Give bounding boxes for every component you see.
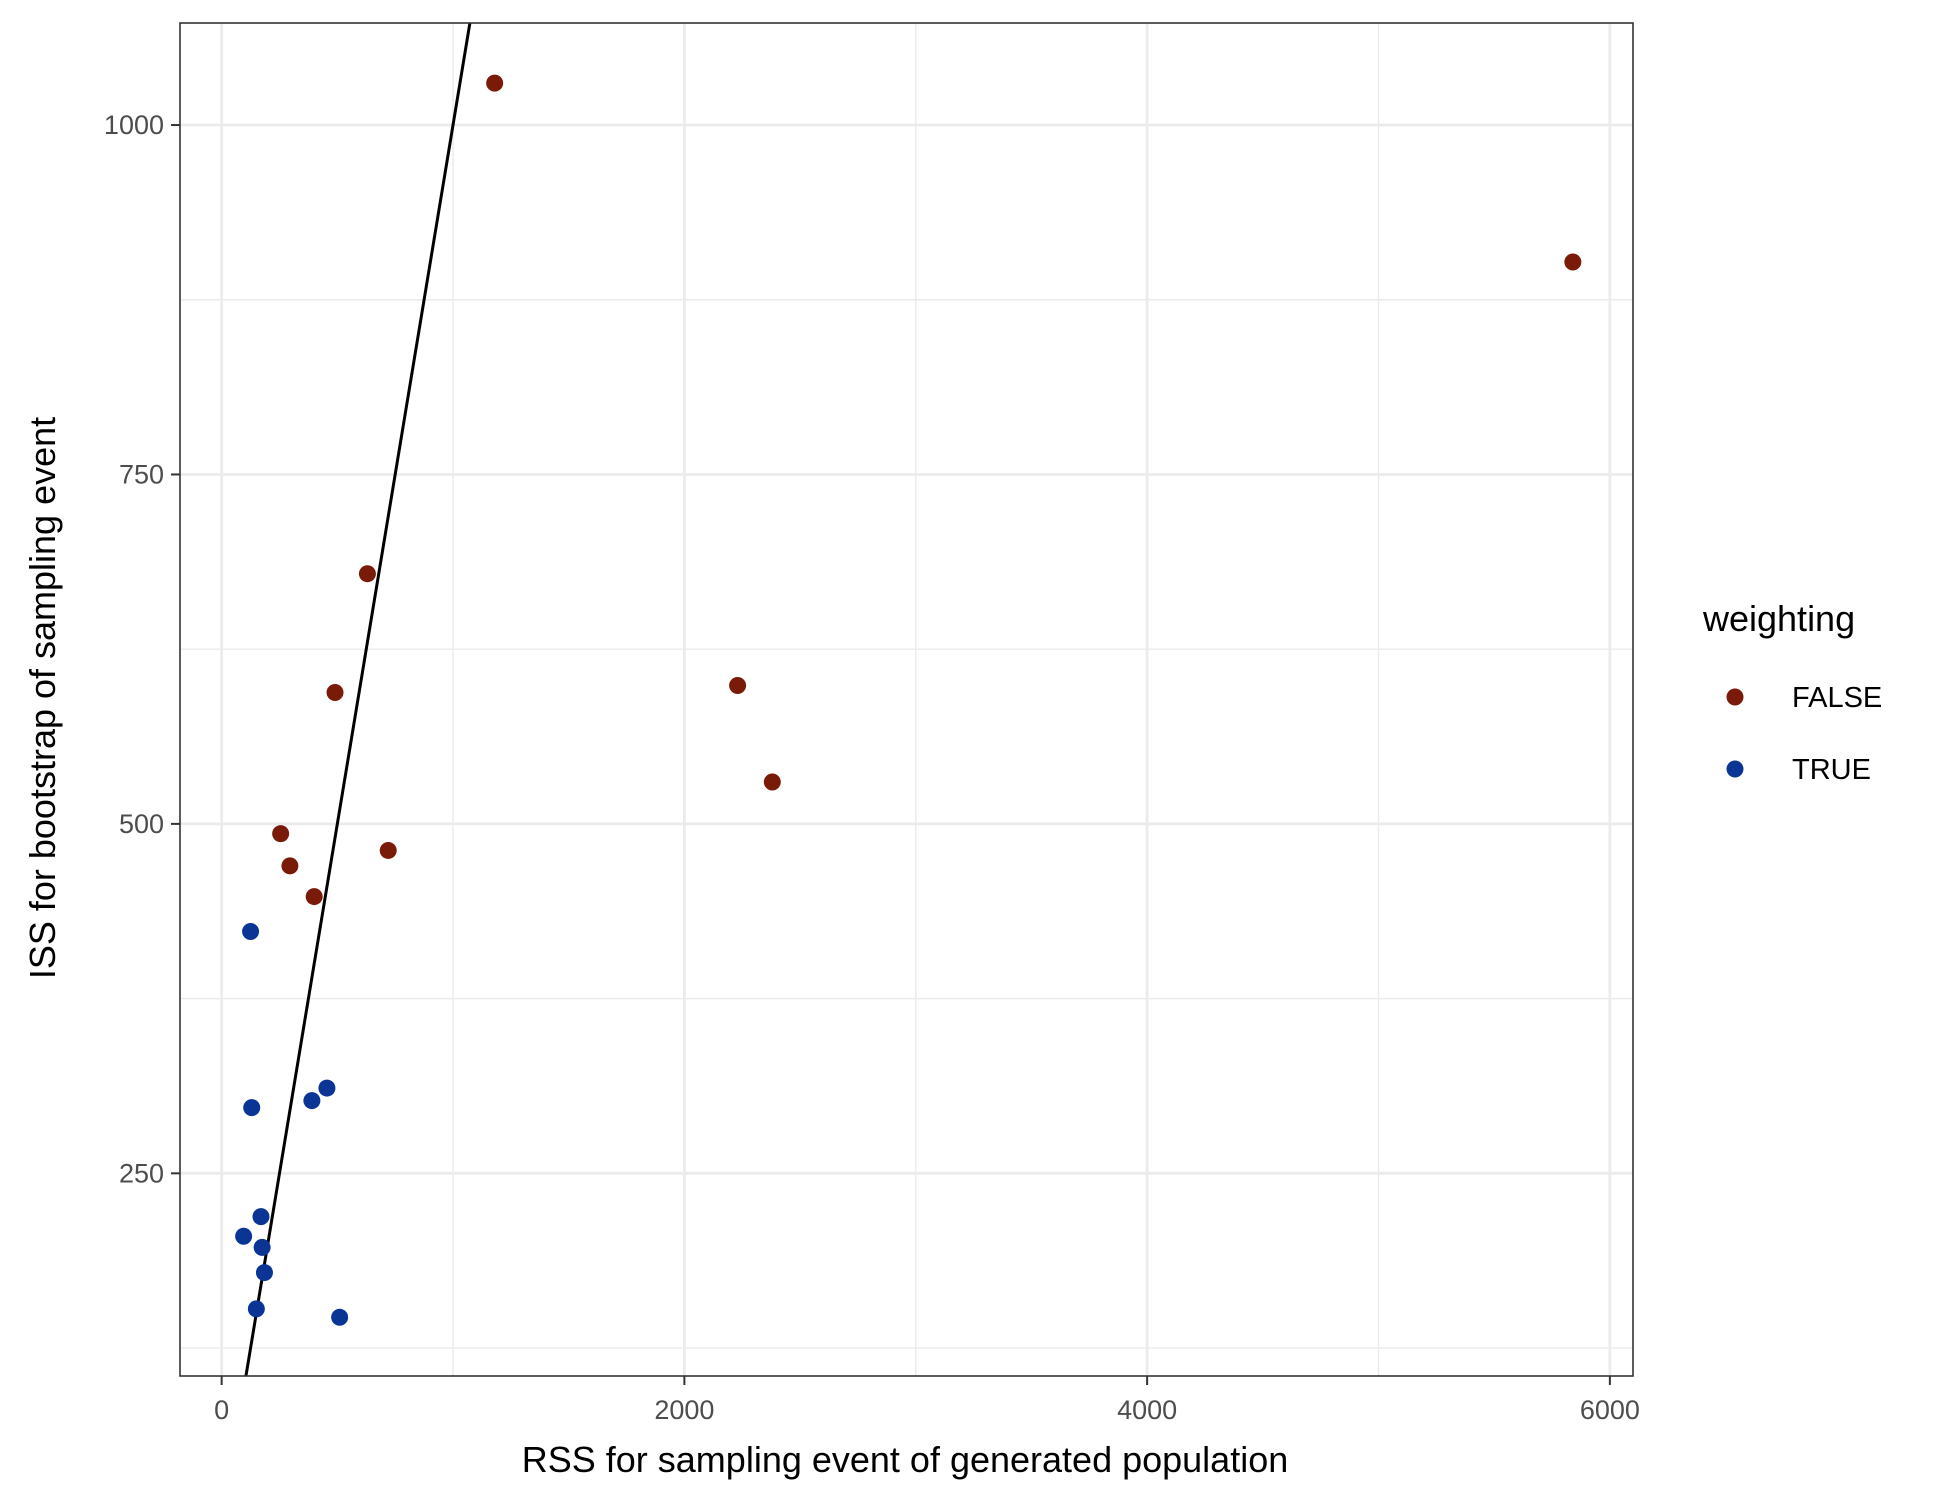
x-tick-label: 0 [214,1395,229,1425]
legend: weighting FALSE TRUE [1702,598,1882,786]
y-tick-label: 1000 [104,110,164,140]
data-point [272,825,290,843]
data-point [326,684,344,702]
data-point [255,1264,273,1282]
data-points [235,74,1582,1326]
data-point [303,1092,321,1110]
data-point [242,923,260,941]
data-point [729,677,747,695]
grid-lines [180,23,1633,1376]
legend-items: FALSE TRUE [1726,682,1882,786]
data-point [247,1300,265,1318]
y-tick-label: 250 [119,1158,164,1188]
data-point [253,1238,271,1256]
data-point [358,565,376,583]
data-point [281,857,299,875]
data-point [318,1079,336,1097]
panel-border [179,22,1634,1377]
y-tick-label: 750 [119,459,164,489]
legend-title: weighting [1702,598,1855,639]
legend-item-false: FALSE [1726,682,1882,714]
x-tick-label: 6000 [1580,1395,1640,1425]
legend-key [1726,760,1744,778]
data-point [331,1308,349,1326]
data-point [1564,253,1582,271]
legend-label: TRUE [1792,754,1871,786]
data-point [235,1227,253,1245]
x-tick-label: 2000 [654,1395,714,1425]
legend-item-true: TRUE [1726,754,1871,786]
axes: 0 2000 4000 6000 250 500 750 1000 [104,110,1640,1425]
y-tick-label: 500 [119,809,164,839]
legend-label: FALSE [1792,682,1882,714]
legend-key [1726,688,1744,706]
y-axis-title: ISS for bootstrap of sampling event [22,417,63,979]
data-point [763,773,781,791]
data-point [243,1099,261,1117]
series-true [235,923,349,1326]
data-point [305,888,323,906]
reference-line-layer [244,23,472,1376]
reference-line [244,23,472,1376]
data-point [252,1208,270,1226]
x-tick-label: 4000 [1117,1395,1177,1425]
x-axis-title: RSS for sampling event of generated popu… [522,1439,1289,1480]
data-point [486,74,504,92]
series-false [272,74,1582,906]
data-point [379,841,397,859]
